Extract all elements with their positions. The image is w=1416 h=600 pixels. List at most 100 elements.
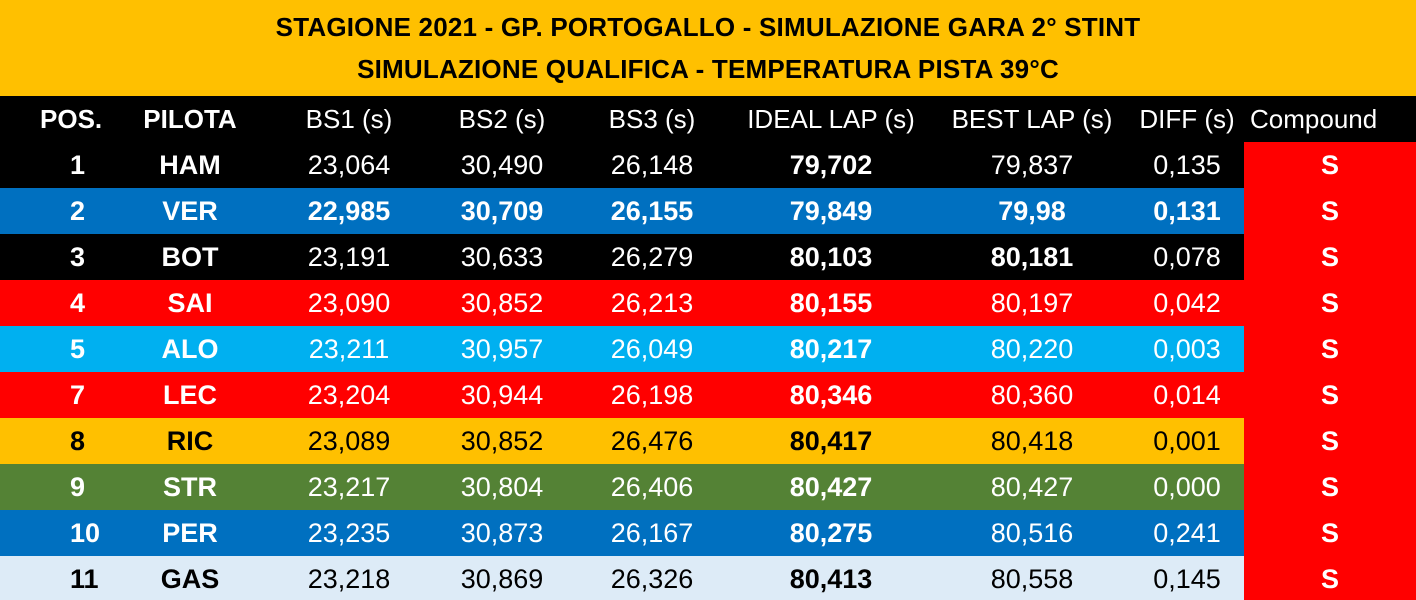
best-lap-cell[interactable]: 80,516 [990,517,1074,548]
bs1-cell[interactable]: 22,985 [307,195,391,226]
header-best-lap[interactable]: BEST LAP (s) [951,103,1113,134]
bs3-cell[interactable]: 26,167 [610,517,694,548]
ideal-lap-cell[interactable]: 80,417 [789,425,873,456]
diff-cell[interactable]: 0,135 [1153,149,1221,180]
diff-cell[interactable]: 0,042 [1153,287,1221,318]
pos-cell[interactable]: 4 [70,287,86,318]
bs1-cell[interactable]: 23,235 [307,517,391,548]
compound-cell[interactable]: S [1244,234,1416,280]
bs3-cell[interactable]: 26,406 [610,471,694,502]
header-bs2[interactable]: BS2 (s) [458,103,546,134]
header-diff[interactable]: DIFF (s) [1139,103,1235,134]
compound-cell[interactable]: S [1244,372,1416,418]
pos-cell[interactable]: 7 [70,379,86,410]
best-lap-cell[interactable]: 80,197 [990,287,1074,318]
compound-cell[interactable]: S [1244,142,1416,188]
header-bs1[interactable]: BS1 (s) [305,103,393,134]
pilota-cell[interactable]: LEC [163,379,217,410]
pilota-cell[interactable]: BOT [161,241,219,272]
best-lap-cell[interactable]: 80,360 [990,379,1074,410]
best-lap-cell[interactable]: 80,427 [990,471,1074,502]
title-line-2: SIMULAZIONE QUALIFICA - TEMPERATURA PIST… [357,54,1059,84]
pilota-cell[interactable]: ALO [161,333,219,364]
ideal-lap-cell[interactable]: 80,103 [789,241,873,272]
pos-cell[interactable]: 3 [70,241,86,272]
bs2-cell[interactable]: 30,633 [460,241,544,272]
ideal-lap-cell[interactable]: 79,702 [789,149,873,180]
diff-cell[interactable]: 0,001 [1153,425,1221,456]
best-lap-cell[interactable]: 80,220 [990,333,1074,364]
compound-cell[interactable]: S [1244,418,1416,464]
diff-cell[interactable]: 0,078 [1153,241,1221,272]
bs1-cell[interactable]: 23,204 [307,379,391,410]
ideal-lap-cell[interactable]: 80,427 [789,471,873,502]
pilota-cell[interactable]: SAI [167,287,213,318]
pos-cell[interactable]: 11 [70,563,99,594]
bs1-cell[interactable]: 23,218 [307,563,391,594]
bs3-cell[interactable]: 26,049 [610,333,694,364]
compound-cell[interactable]: S [1244,510,1416,556]
best-lap-cell[interactable]: 80,558 [990,563,1074,594]
diff-cell[interactable]: 0,241 [1153,517,1221,548]
bs3-cell[interactable]: 26,476 [610,425,694,456]
pos-cell[interactable]: 10 [70,517,101,548]
bs2-cell[interactable]: 30,869 [460,563,544,594]
pilota-cell[interactable]: VER [162,195,218,226]
best-lap-cell[interactable]: 79,98 [998,195,1066,226]
bs1-cell[interactable]: 23,211 [308,333,390,364]
compound-cell[interactable]: S [1244,280,1416,326]
bs1-cell[interactable]: 23,064 [307,149,391,180]
diff-cell[interactable]: 0,145 [1153,563,1221,594]
pilota-cell[interactable]: RIC [166,425,214,456]
bs2-cell[interactable]: 30,957 [460,333,544,364]
ideal-lap-cell[interactable]: 80,346 [789,379,873,410]
compound-cell[interactable]: S [1244,556,1416,600]
pilota-cell[interactable]: HAM [159,149,221,180]
ideal-lap-cell[interactable]: 80,155 [789,287,873,318]
bs2-cell[interactable]: 30,852 [460,287,544,318]
bs3-cell[interactable]: 26,148 [610,149,694,180]
pilota-cell[interactable]: STR [163,471,217,502]
header-compound[interactable]: Compound [1250,103,1378,134]
pos-cell[interactable]: 1 [70,149,86,180]
bs3-cell[interactable]: 26,198 [610,379,694,410]
bs2-cell[interactable]: 30,709 [460,195,544,226]
bs2-cell[interactable]: 30,944 [460,379,544,410]
bs2-cell[interactable]: 30,873 [460,517,544,548]
ideal-lap-cell[interactable]: 80,275 [789,517,873,548]
best-lap-cell[interactable]: 79,837 [990,149,1074,180]
header-pilota[interactable]: PILOTA [143,103,237,134]
compound-cell[interactable]: S [1244,326,1416,372]
header-pos[interactable]: POS. [40,103,103,134]
diff-cell[interactable]: 0,014 [1153,379,1221,410]
best-lap-cell[interactable]: 80,418 [990,425,1074,456]
bs2-cell[interactable]: 30,804 [460,471,544,502]
bs1-cell[interactable]: 23,217 [307,471,391,502]
best-lap-cell[interactable]: 80,181 [990,241,1074,272]
ideal-lap-cell[interactable]: 79,849 [789,195,873,226]
pilota-cell[interactable]: PER [162,517,218,548]
pilota-cell[interactable]: GAS [160,563,220,594]
pos-cell[interactable]: 9 [70,471,86,502]
bs3-cell[interactable]: 26,155 [610,195,694,226]
bs2-cell[interactable]: 30,490 [460,149,544,180]
compound-cell[interactable]: S [1244,188,1416,234]
header-ideal-lap[interactable]: IDEAL LAP (s) [747,103,915,134]
bs1-cell[interactable]: 23,090 [307,287,391,318]
bs2-cell[interactable]: 30,852 [460,425,544,456]
pos-cell[interactable]: 2 [70,195,86,226]
header-bs3[interactable]: BS3 (s) [608,103,696,134]
bs1-cell[interactable]: 23,191 [307,241,391,272]
bs1-cell[interactable]: 23,089 [307,425,391,456]
bs3-cell[interactable]: 26,213 [610,287,694,318]
bs3-cell[interactable]: 26,279 [610,241,694,272]
compound-cell[interactable]: S [1244,464,1416,510]
diff-cell[interactable]: 0,131 [1153,195,1221,226]
diff-cell[interactable]: 0,003 [1153,333,1221,364]
bs3-cell[interactable]: 26,326 [610,563,694,594]
diff-cell[interactable]: 0,000 [1153,471,1221,502]
pos-cell[interactable]: 5 [70,333,86,364]
pos-cell[interactable]: 8 [70,425,86,456]
ideal-lap-cell[interactable]: 80,217 [789,333,873,364]
ideal-lap-cell[interactable]: 80,413 [789,563,873,594]
